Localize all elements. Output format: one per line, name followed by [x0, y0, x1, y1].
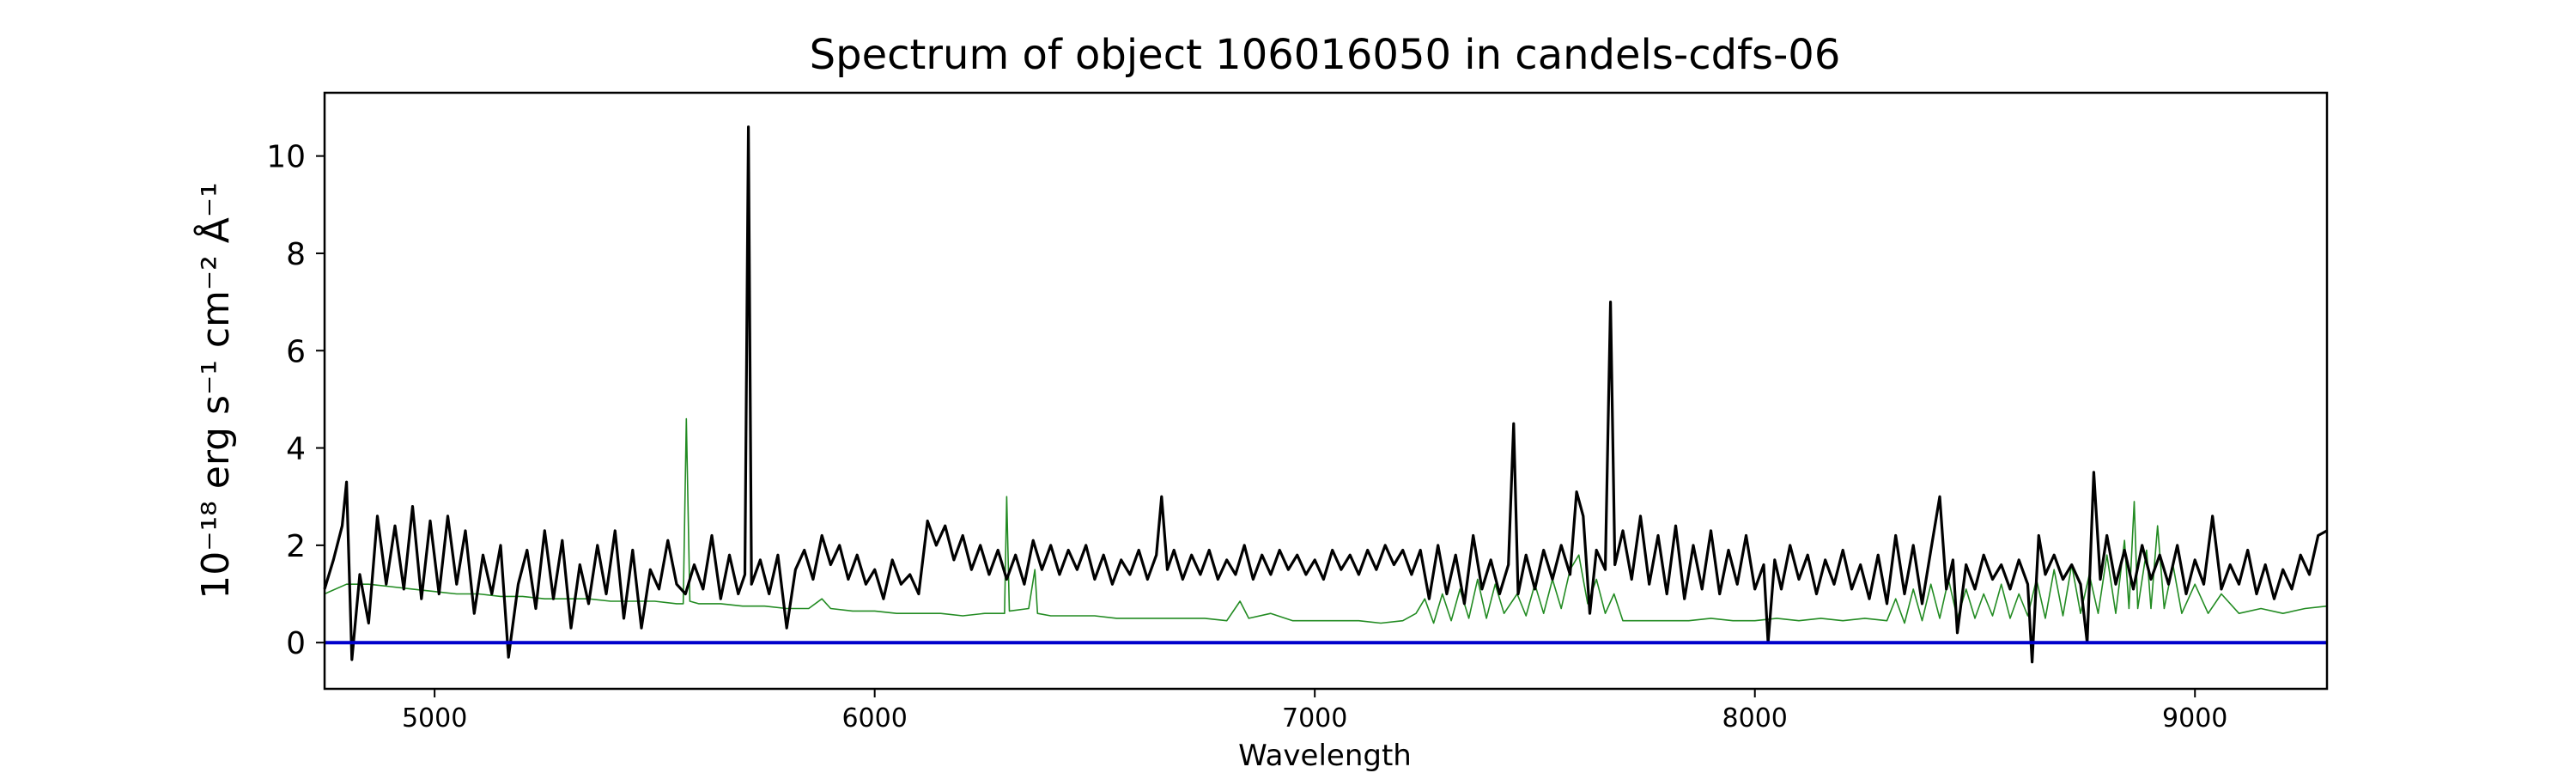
- y-tick-label: 8: [286, 237, 306, 272]
- y-tick-label: 4: [286, 432, 306, 467]
- flux-series-line: [323, 125, 2328, 664]
- x-tick-label: 9000: [2162, 703, 2227, 733]
- y-tick-label: 10: [266, 140, 306, 175]
- x-tick-label: 5000: [402, 703, 467, 733]
- plot-area: [323, 125, 2328, 664]
- plot-frame: [323, 91, 2329, 691]
- x-axis: 5000 6000 7000 8000 9000: [402, 689, 2227, 733]
- chart-title: Spectrum of object 106016050 in candels-…: [810, 31, 1841, 79]
- x-axis-label: Wavelength: [1238, 739, 1412, 773]
- y-axis-label: 10⁻¹⁸ erg s⁻¹ cm⁻² Å⁻¹: [192, 182, 238, 599]
- x-tick-label: 8000: [1722, 703, 1788, 733]
- y-tick-label: 2: [286, 529, 306, 564]
- y-tick-label: 0: [286, 626, 306, 661]
- x-tick-label: 6000: [841, 703, 907, 733]
- x-tick-label: 7000: [1282, 703, 1347, 733]
- y-axis: 0 2 4 6 8 10: [266, 140, 325, 661]
- y-tick-label: 6: [286, 334, 306, 369]
